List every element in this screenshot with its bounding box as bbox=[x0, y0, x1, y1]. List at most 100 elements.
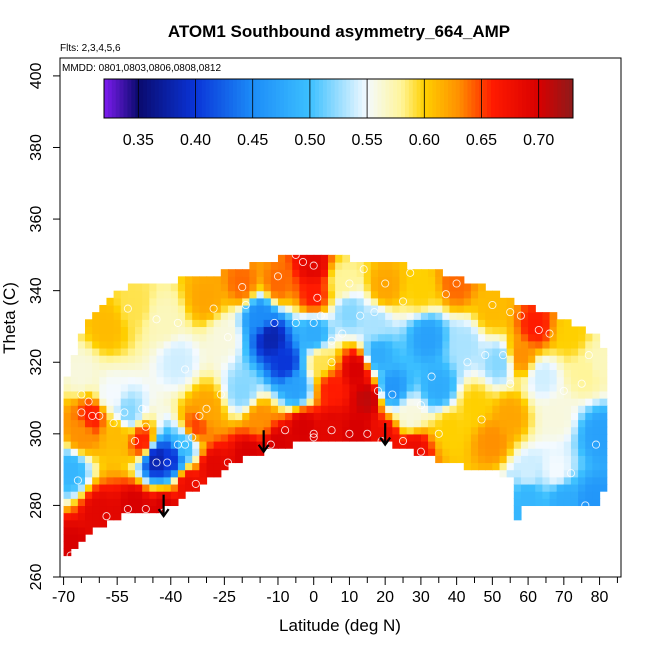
heatmap-cell bbox=[592, 498, 601, 507]
heatmap-cell bbox=[456, 340, 465, 349]
colorbar-swatch bbox=[330, 79, 336, 118]
heatmap-cell bbox=[163, 290, 172, 299]
heatmap-cell bbox=[599, 412, 608, 421]
heatmap-cell bbox=[242, 412, 250, 421]
heatmap-cell bbox=[277, 290, 286, 299]
heatmap-cell bbox=[463, 419, 472, 428]
heatmap-cell bbox=[235, 369, 243, 378]
heatmap-cell bbox=[449, 290, 458, 299]
heatmap-cell bbox=[435, 340, 443, 349]
heatmap-cell bbox=[392, 304, 401, 313]
heatmap-cell bbox=[520, 355, 529, 363]
heatmap-cell bbox=[92, 419, 100, 428]
heatmap-cell bbox=[206, 312, 215, 320]
heatmap-cell bbox=[563, 390, 572, 399]
colorbar-swatch bbox=[373, 79, 379, 118]
heatmap-cell bbox=[335, 312, 343, 320]
heatmap-cell bbox=[235, 419, 243, 428]
heatmap-cell bbox=[85, 405, 93, 413]
heatmap-cell bbox=[292, 376, 301, 385]
heatmap-cell bbox=[485, 455, 493, 464]
heatmap-cell bbox=[470, 433, 479, 442]
heatmap-cell bbox=[456, 376, 465, 385]
heatmap-cell bbox=[478, 333, 486, 342]
heatmap-cell bbox=[277, 362, 286, 370]
heatmap-cell bbox=[349, 433, 358, 442]
heatmap-cell bbox=[285, 419, 293, 428]
observation-point bbox=[298, 257, 308, 267]
heatmap-cell bbox=[127, 283, 136, 292]
heatmap-cell bbox=[528, 362, 536, 370]
heatmap-cell bbox=[292, 312, 301, 320]
heatmap-cell bbox=[378, 426, 386, 435]
heatmap-cell bbox=[149, 405, 158, 413]
heatmap-cell bbox=[435, 398, 443, 406]
heatmap-cell bbox=[170, 290, 179, 299]
heatmap-cell bbox=[70, 362, 79, 370]
heatmap-cell bbox=[327, 398, 336, 406]
heatmap-cell bbox=[520, 326, 529, 335]
heatmap-cell bbox=[370, 333, 379, 342]
heatmap-cell bbox=[127, 369, 136, 378]
observation-point bbox=[291, 250, 300, 259]
heatmap-cell bbox=[256, 383, 265, 392]
heatmap-cell bbox=[420, 376, 429, 385]
heatmap-cell bbox=[542, 491, 551, 499]
heatmap-cell bbox=[356, 412, 365, 421]
heatmap-cell bbox=[592, 412, 601, 421]
colorbar-swatch bbox=[354, 79, 359, 118]
arrow-marker bbox=[157, 494, 170, 519]
heatmap-cell bbox=[356, 340, 365, 349]
colorbar-tick-label: 0.55 bbox=[352, 132, 383, 149]
heatmap-cell bbox=[549, 491, 558, 499]
heatmap-cell bbox=[535, 476, 543, 485]
heatmap-cell bbox=[528, 333, 536, 342]
heatmap-cell bbox=[556, 319, 565, 328]
heatmap-cell bbox=[85, 319, 93, 328]
heatmap-cell bbox=[242, 426, 250, 435]
heatmap-cell bbox=[506, 455, 515, 464]
heatmap-cell bbox=[385, 297, 393, 306]
heatmap-cell bbox=[406, 369, 415, 378]
heatmap-cell bbox=[249, 383, 258, 392]
heatmap-cell bbox=[277, 312, 286, 320]
heatmap-cell bbox=[592, 398, 601, 406]
heatmap-cell bbox=[327, 326, 336, 335]
heatmap-cell bbox=[92, 498, 100, 507]
heatmap-cell bbox=[213, 340, 222, 349]
heatmap-cell bbox=[578, 326, 586, 335]
heatmap-cell bbox=[499, 426, 508, 435]
heatmap-cell bbox=[170, 433, 179, 442]
heatmap-cell bbox=[413, 383, 422, 392]
heatmap-cell bbox=[170, 312, 179, 320]
heatmap-cell bbox=[535, 448, 543, 456]
heatmap-cell bbox=[263, 340, 272, 349]
heatmap-cell bbox=[456, 326, 465, 335]
heatmap-cell bbox=[349, 412, 358, 421]
heatmap-cell bbox=[70, 491, 79, 499]
heatmap-cell bbox=[177, 297, 186, 306]
heatmap-cell bbox=[428, 426, 436, 435]
observation-point bbox=[223, 333, 232, 342]
heatmap-cell bbox=[285, 283, 293, 292]
heatmap-cell bbox=[277, 412, 286, 421]
heatmap-cell bbox=[520, 347, 529, 356]
heatmap-cell bbox=[485, 319, 493, 328]
colorbar-swatch bbox=[104, 79, 109, 118]
heatmap-cell bbox=[356, 405, 365, 413]
heatmap-cell bbox=[513, 483, 522, 492]
heatmap-cell bbox=[506, 340, 515, 349]
colorbar-swatch bbox=[377, 79, 382, 118]
heatmap-cell bbox=[149, 398, 158, 406]
heatmap-cell bbox=[177, 448, 186, 456]
heatmap-cell bbox=[542, 390, 551, 399]
heatmap-cell bbox=[485, 462, 493, 471]
heatmap-cell bbox=[106, 448, 115, 456]
heatmap-cell bbox=[442, 383, 451, 392]
heatmap-cell bbox=[285, 440, 293, 449]
heatmap-cell bbox=[127, 355, 136, 363]
heatmap-cell bbox=[285, 398, 293, 406]
heatmap-cell bbox=[456, 355, 465, 363]
heatmap-cell bbox=[335, 433, 343, 442]
heatmap-cell bbox=[113, 376, 122, 385]
